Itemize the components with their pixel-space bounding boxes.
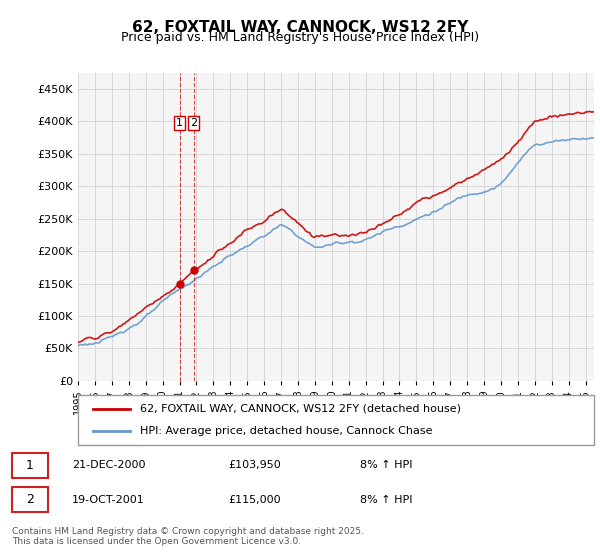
FancyBboxPatch shape bbox=[12, 487, 48, 512]
Text: 8% ↑ HPI: 8% ↑ HPI bbox=[360, 460, 413, 470]
Text: 2: 2 bbox=[190, 118, 197, 128]
Text: £103,950: £103,950 bbox=[228, 460, 281, 470]
FancyBboxPatch shape bbox=[78, 395, 594, 445]
Text: 2: 2 bbox=[26, 493, 34, 506]
FancyBboxPatch shape bbox=[12, 452, 48, 478]
Text: 8% ↑ HPI: 8% ↑ HPI bbox=[360, 494, 413, 505]
Text: 1: 1 bbox=[176, 118, 183, 128]
Text: Contains HM Land Registry data © Crown copyright and database right 2025.
This d: Contains HM Land Registry data © Crown c… bbox=[12, 526, 364, 546]
Text: 62, FOXTAIL WAY, CANNOCK, WS12 2FY (detached house): 62, FOXTAIL WAY, CANNOCK, WS12 2FY (deta… bbox=[140, 404, 461, 414]
Text: 62, FOXTAIL WAY, CANNOCK, WS12 2FY: 62, FOXTAIL WAY, CANNOCK, WS12 2FY bbox=[132, 20, 468, 35]
Text: 21-DEC-2000: 21-DEC-2000 bbox=[72, 460, 146, 470]
Text: Price paid vs. HM Land Registry's House Price Index (HPI): Price paid vs. HM Land Registry's House … bbox=[121, 31, 479, 44]
Text: HPI: Average price, detached house, Cannock Chase: HPI: Average price, detached house, Cann… bbox=[140, 426, 433, 436]
Text: 1: 1 bbox=[26, 459, 34, 472]
Text: £115,000: £115,000 bbox=[228, 494, 281, 505]
Text: 19-OCT-2001: 19-OCT-2001 bbox=[72, 494, 145, 505]
